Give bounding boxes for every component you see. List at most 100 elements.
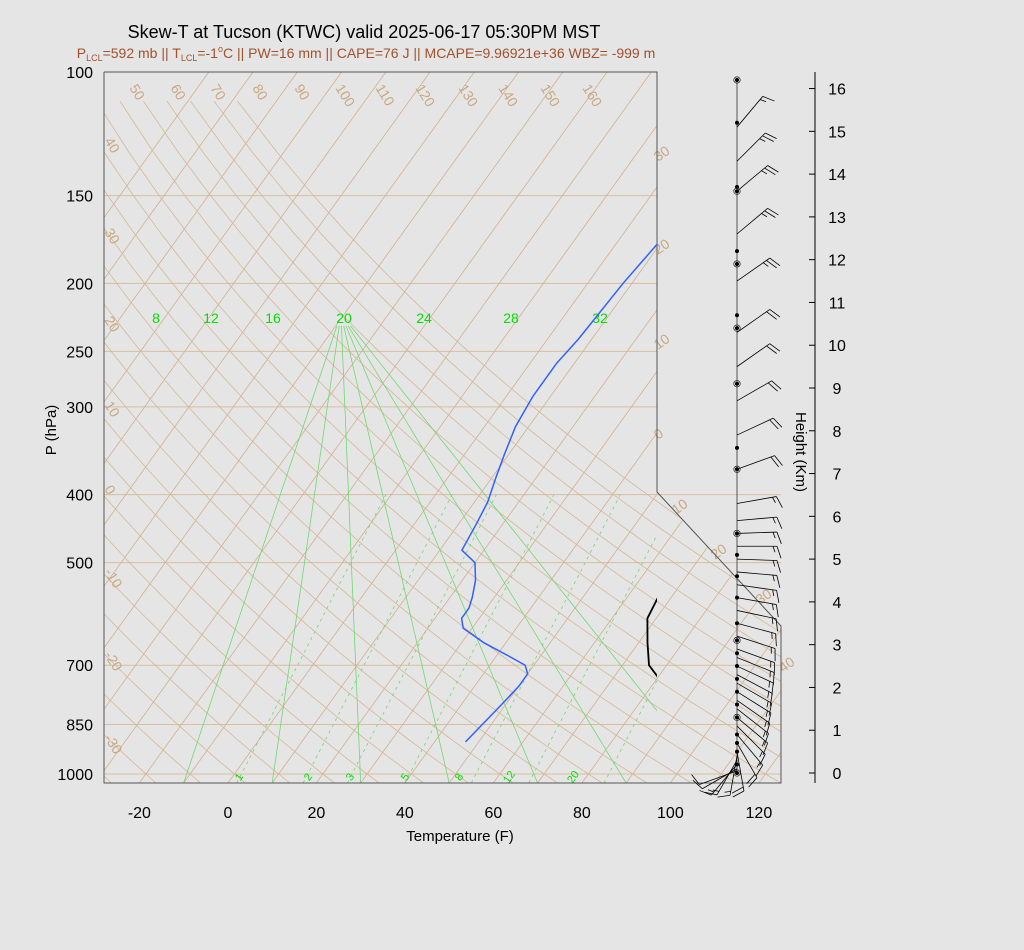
wind-barb-half-flag [759,138,766,142]
wind-barb-shaft [736,207,768,235]
isotherm-line [104,72,298,783]
height-tick-label: 7 [833,467,842,484]
height-tick-label: 13 [828,210,846,227]
height-marker-dot [735,261,739,266]
height-marker-open [733,260,741,268]
dry-adiabat-line [104,100,335,783]
height-marker-dot [735,552,739,557]
wind-barb-flag [764,167,776,176]
height-tick-label: 16 [828,82,846,99]
height-marker-dot [735,249,739,254]
wind-barb-half-flag [761,740,765,747]
wind-barb [736,742,758,788]
pressure-tick-label: 1000 [57,767,93,784]
wind-barb [736,622,777,647]
height-marker-dot [735,732,739,737]
mixing-ratio-label: 1 [233,771,246,783]
height-tick-label: 0 [833,766,842,783]
height-marker-dot [735,741,739,746]
wind-barb-shaft [736,622,776,635]
wind-barb [736,207,779,235]
subtitle-part-1: P [77,45,86,61]
wind-barb [704,759,738,796]
height-marker-dot [735,78,739,82]
wind-barb [736,96,775,128]
wind-barb-flag [691,774,700,785]
dry-adiabat-line [104,100,514,783]
wind-barb-half-flag [761,170,768,175]
wind-barb-shaft [736,648,775,664]
wind-barb-shaft [736,417,774,436]
wind-barb-flag [732,790,745,798]
isotherm-line [104,72,387,783]
height-marker-open [733,76,741,84]
x-axis-label: Temperature (F) [406,828,514,845]
dry-adiabat-line [104,100,781,783]
wind-barb-flag [776,496,783,508]
temperature-tick-label: 80 [573,805,591,822]
moist-adiabat-line [341,325,361,783]
height-tick-label: 8 [833,424,842,441]
wind-barb [736,635,776,662]
wind-barb-shaft [736,516,777,522]
temperature-tick-label: 0 [223,805,232,822]
subtitle-part-3: =592 mb || T [103,45,182,61]
wind-barb-half-flag [762,730,766,738]
wind-barb-flag [768,703,773,716]
height-marker-dot [735,381,739,386]
pressure-tick-label: 100 [66,65,93,82]
mixing-ratio-label: 20 [565,769,582,786]
wind-barb-shaft [736,708,769,734]
dry-adiabat-line [104,100,603,783]
dry-adiabat-line [104,100,648,783]
moist-adiabat-line [343,325,450,783]
wind-barb-shaft [736,257,770,282]
height-tick-label: 9 [833,381,842,398]
wind-barb-shaft [736,531,777,534]
chart-title: Skew-T at Tucson (KTWC) valid 2025-06-17… [128,22,601,42]
pressure-tick-label: 700 [66,658,93,675]
wind-barb [736,343,781,367]
wind-barb-shaft [736,699,770,724]
wind-barb-flag [769,343,781,352]
wind-barb [736,496,783,508]
wind-barb-flag [775,604,779,618]
series-dewpoint [460,243,657,743]
wind-barb-shaft [702,768,738,790]
wind-barb-flag [776,590,780,603]
isotherm-line [104,72,254,783]
wind-barb-shaft [736,674,773,694]
height-marker-dot [735,762,739,767]
mixing-ratio-line [470,494,621,783]
wind-barb [736,708,769,746]
subtitle-part-4: LCL [181,53,198,63]
temperature-tick-label: 120 [746,805,773,822]
height-tick-label: 15 [828,124,846,141]
wind-barb-half-flag [765,710,768,718]
wind-barb [736,257,781,282]
pressure-tick-label: 200 [66,276,93,293]
height-tick-label: 11 [829,295,846,312]
dry-adiabat-line [237,100,781,783]
isotherm-line [537,72,781,783]
wind-barb-flag [776,531,782,545]
wind-barb-flag [775,618,778,632]
pressure-tick-label: 500 [66,556,93,573]
wind-barb-half-flag [768,681,771,688]
mixing-ratio-line [404,494,555,783]
wind-barb [736,725,766,766]
wind-barb [731,751,745,798]
wind-barb-shaft [736,558,777,561]
wind-barb-flag [775,633,777,647]
wind-barb-flag [772,417,783,428]
wind-barb-shaft [736,496,777,504]
wind-barb-shaft [736,597,777,605]
moist-adiabat-line [183,325,338,783]
wind-barb-shaft [716,759,738,796]
height-marker-dot [735,689,739,694]
dry-adiabat-group [104,100,781,783]
wind-barb-flag [770,456,780,468]
wind-barb [736,597,779,618]
wind-barb-shaft [736,610,777,620]
